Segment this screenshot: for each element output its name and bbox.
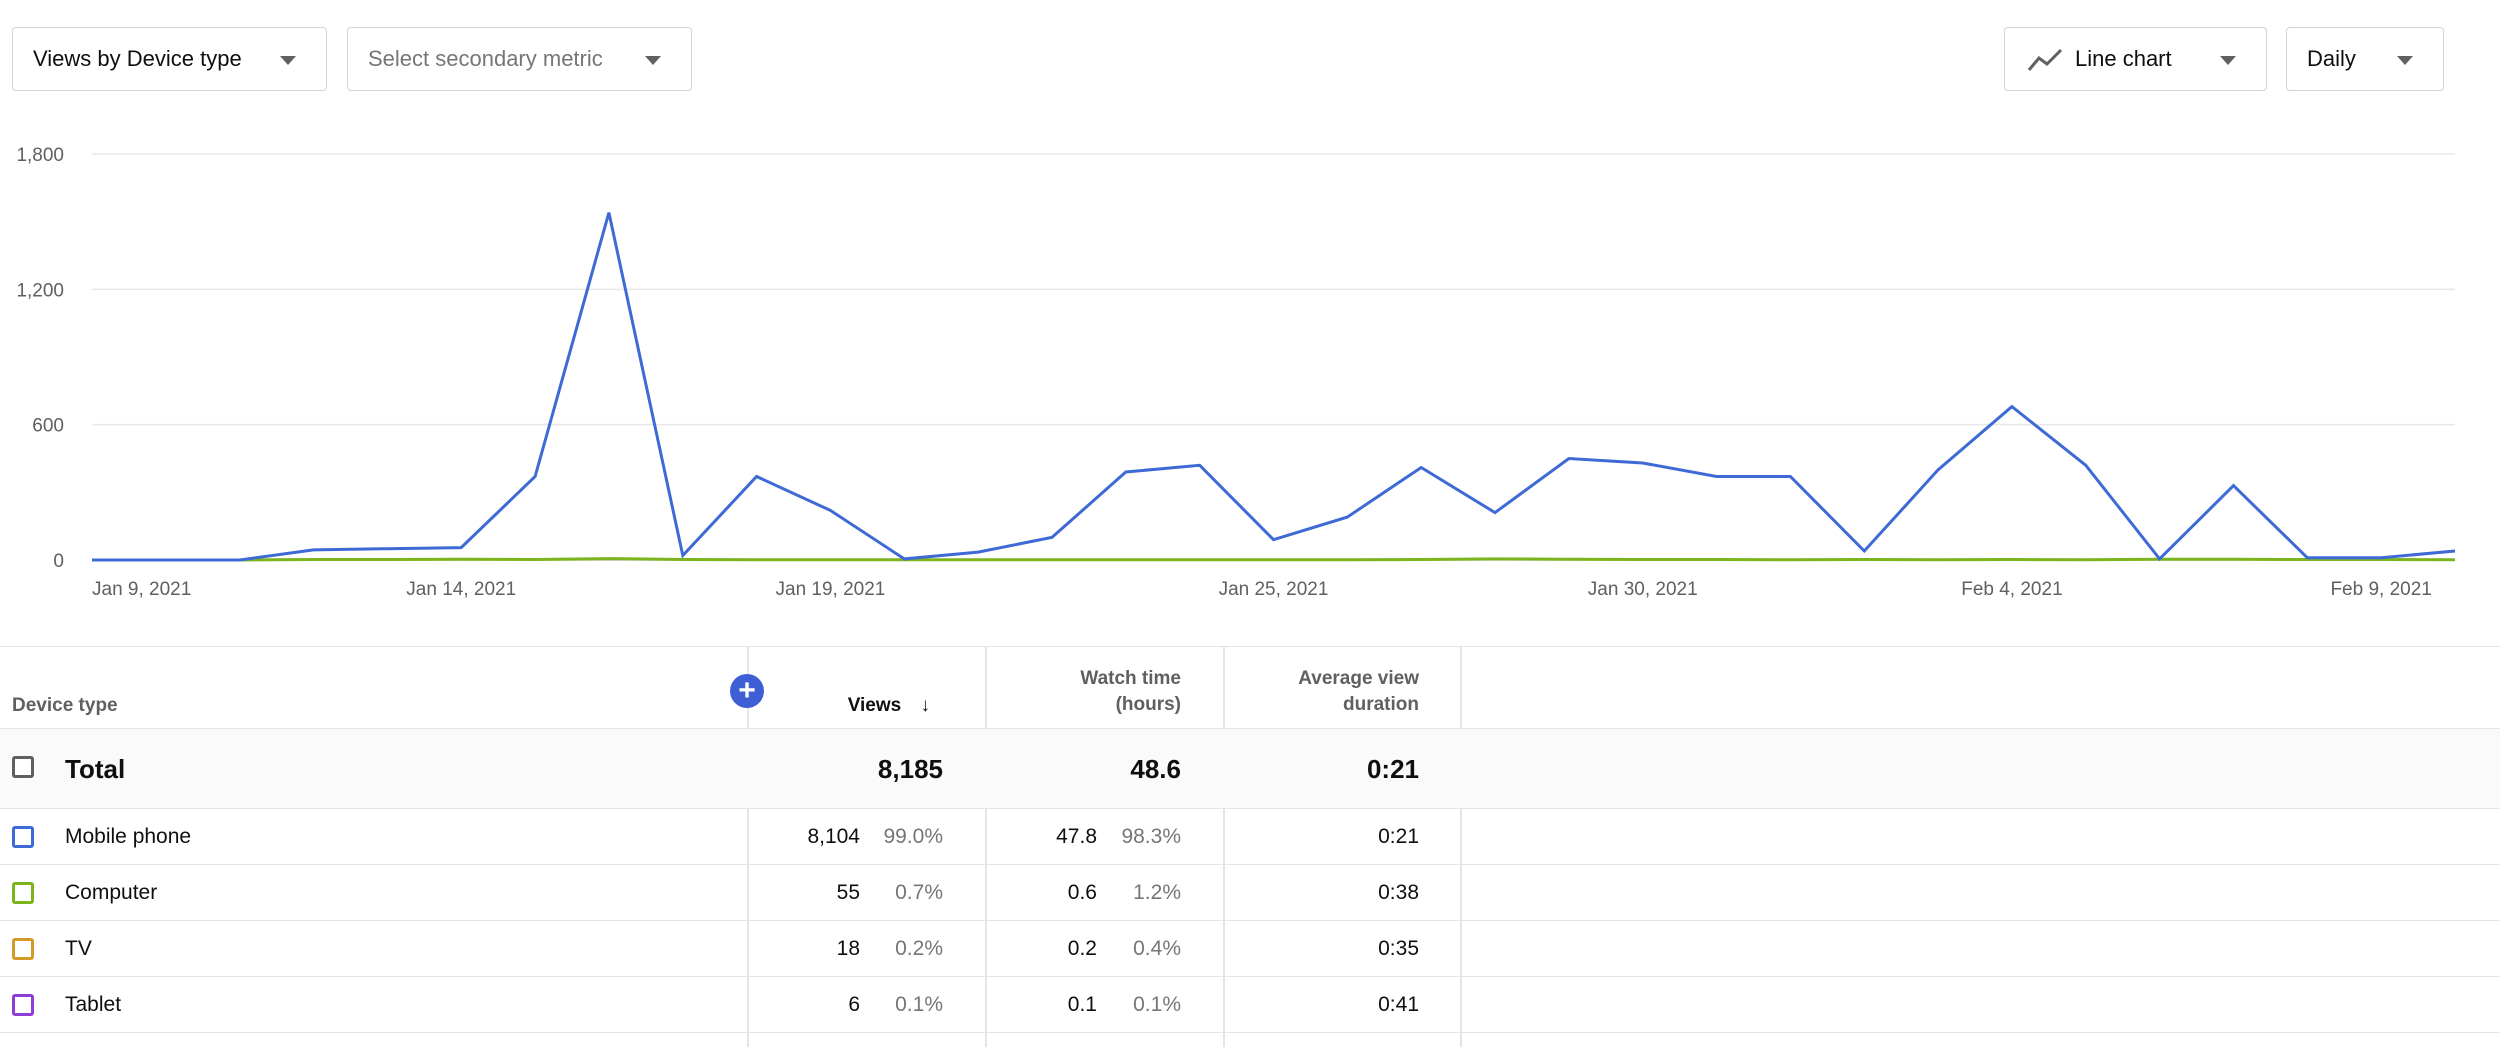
chart-toolbar: Views by Device type Select secondary me… [12,27,2488,93]
chevron-down-icon [2220,56,2236,65]
computer-checkbox[interactable] [12,882,34,904]
table-row: Tablet 6 0.1% 0.1 0.1% 0:41 [0,977,2500,1033]
table-header-row: Device type + Views ↓ Watch time (hours)… [0,647,2500,729]
row-label: Mobile phone [65,825,192,848]
series-line[interactable] [92,212,2456,562]
column-divider [1223,647,1225,1047]
secondary-metric-label: Select secondary metric [368,46,603,71]
y-tick-label: 600 [32,416,64,437]
row-views-percent: 0.2% [895,937,943,960]
arrow-down-icon: ↓ [920,695,931,716]
metric-dropdown-label: Views by Device type [33,46,242,71]
row-label: TV [65,937,92,960]
add-column-button[interactable]: + [730,674,764,708]
x-tick-label: Feb 9, 2021 [2330,579,2431,600]
header-device-type[interactable]: Device type [12,695,118,716]
line-chart: 0 600 1,200 1,800 Jan 9, 2021 Jan 14, 2021 Jan… [0,130,2500,620]
header-avg-line2: duration [1343,694,1419,715]
row-watch-time: 0.2 [1067,937,1097,960]
total-average-view-duration: 0:21 [1366,754,1419,784]
tv-checkbox[interactable] [12,938,34,960]
total-views: 8,185 [877,754,943,784]
mobile-phone-checkbox[interactable] [12,826,34,848]
y-tick-label: 0 [53,551,64,572]
line-chart-icon [2027,48,2063,71]
x-tick-label: Jan 19, 2021 [776,579,886,600]
row-views: 8,104 [807,825,860,848]
row-views: 55 [836,881,860,904]
row-average-view-duration: 0:35 [1378,937,1419,960]
chevron-down-icon [645,56,661,65]
chart-type-dropdown[interactable]: Line chart [2004,27,2267,91]
table-row: Computer 55 0.7% 0.6 1.2% 0:38 [0,865,2500,921]
row-watch-time-percent: 98.3% [1121,825,1181,848]
x-tick-label: Jan 25, 2021 [1219,579,1329,600]
row-views-percent: 99.0% [883,825,943,848]
row-watch-time-percent: 0.4% [1133,937,1181,960]
x-tick-label: Jan 9, 2021 [92,579,191,600]
x-tick-label: Jan 30, 2021 [1588,579,1698,600]
header-views[interactable]: Views ↓ [848,693,930,719]
device-type-table: Device type + Views ↓ Watch time (hours)… [0,646,2500,1047]
row-watch-time: 0.6 [1067,881,1097,904]
x-tick-label: Feb 4, 2021 [1961,579,2062,600]
row-views: 18 [836,937,860,960]
row-average-view-duration: 0:21 [1378,825,1419,848]
header-average-view-duration[interactable]: Average view duration [1298,666,1419,718]
chevron-down-icon [2397,56,2413,65]
x-tick-label: Jan 14, 2021 [406,579,516,600]
row-label: Computer [65,881,158,904]
row-views-percent: 0.7% [895,881,943,904]
header-watch-line2: (hours) [1115,694,1181,715]
chart-type-label: Line chart [2075,46,2172,71]
column-divider [985,647,987,1047]
total-checkbox[interactable] [12,756,34,778]
column-divider [1460,647,1462,1047]
period-label: Daily [2307,46,2356,71]
chart-canvas: 0 600 1,200 1,800 Jan 9, 2021 Jan 14, 2021 Jan… [16,145,2456,600]
tablet-checkbox[interactable] [12,994,34,1016]
table-row: Mobile phone 8,104 99.0% 47.8 98.3% 0:21 [0,809,2500,865]
secondary-metric-dropdown[interactable]: Select secondary metric [347,27,692,91]
header-views-label: Views [847,695,902,716]
series-line[interactable] [92,557,2456,562]
header-watch-time[interactable]: Watch time (hours) [1080,666,1181,718]
column-divider [747,647,749,1047]
row-watch-time-percent: 1.2% [1133,881,1181,904]
total-watch-time: 48.6 [1130,754,1181,784]
period-dropdown[interactable]: Daily [2286,27,2444,91]
header-watch-line1: Watch time [1080,668,1181,689]
table-row: TV 18 0.2% 0.2 0.4% 0:35 [0,921,2500,977]
total-label: Total [65,754,126,784]
y-tick-label: 1,200 [16,280,64,301]
chevron-down-icon [280,56,296,65]
row-average-view-duration: 0:38 [1378,881,1419,904]
y-tick-label: 1,800 [16,145,64,166]
metric-dropdown[interactable]: Views by Device type [12,27,327,91]
header-avg-line1: Average view [1298,668,1419,689]
row-watch-time: 47.8 [1056,825,1097,848]
table-row-total: Total 8,185 48.6 0:21 [0,729,2500,809]
